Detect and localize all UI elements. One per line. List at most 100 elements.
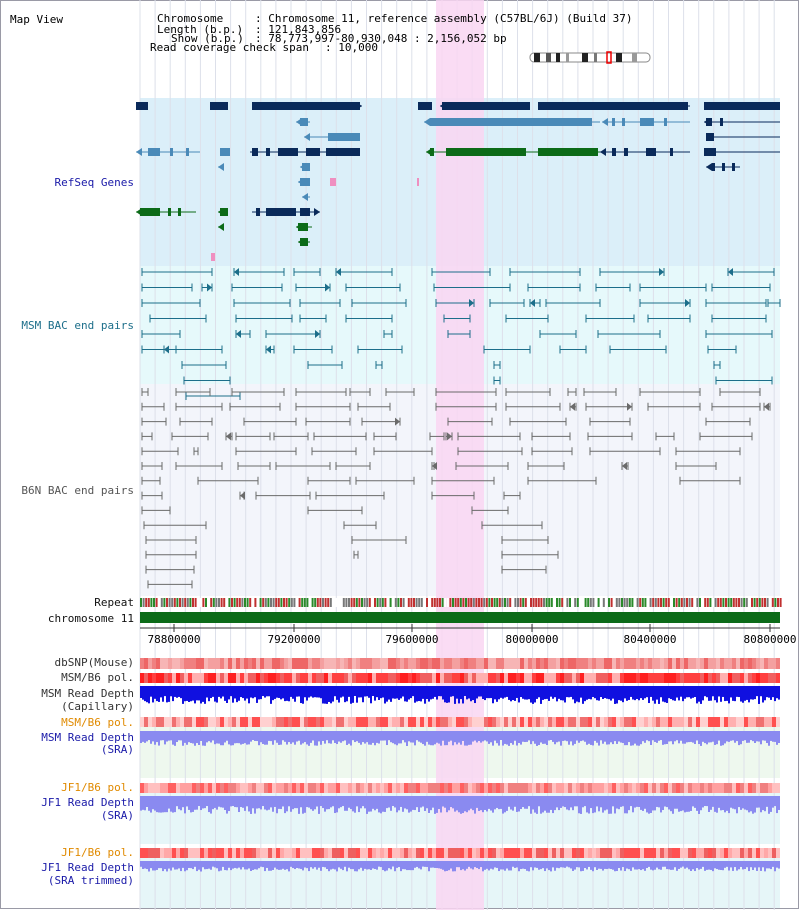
gene-model[interactable] xyxy=(300,163,310,171)
label-jf1-depth-trimmed[interactable]: JF1 Read Depth xyxy=(41,861,134,874)
bac-end-pair[interactable] xyxy=(727,268,775,276)
bac-end-pair[interactable] xyxy=(201,283,213,292)
bac-end-pair[interactable] xyxy=(527,283,581,292)
label-refseq-genes[interactable]: RefSeq Genes xyxy=(55,176,134,189)
bac-end-pair[interactable] xyxy=(313,432,367,441)
gene-model[interactable] xyxy=(252,208,320,216)
bac-end-pair[interactable] xyxy=(527,462,565,470)
bac-end-pair[interactable] xyxy=(183,376,231,385)
bac-end-pair[interactable] xyxy=(639,283,707,292)
gene-model[interactable] xyxy=(424,118,600,126)
bac-end-pair[interactable] xyxy=(235,330,251,338)
bac-end-pair[interactable] xyxy=(705,330,773,338)
bac-end-pair[interactable] xyxy=(711,402,761,411)
label-msm-bac[interactable]: MSM BAC end pairs xyxy=(21,319,134,332)
bac-end-pair[interactable] xyxy=(455,462,509,470)
bac-end-pair[interactable] xyxy=(193,447,199,456)
bac-end-pair[interactable] xyxy=(639,299,691,307)
gene-model[interactable] xyxy=(218,163,224,171)
bac-end-pair[interactable] xyxy=(235,314,293,323)
bac-end-pair[interactable] xyxy=(243,417,297,426)
bac-end-pair[interactable] xyxy=(231,388,285,396)
gene-model[interactable] xyxy=(296,118,310,126)
bac-end-pair[interactable] xyxy=(265,330,321,338)
bac-end-pair[interactable] xyxy=(493,376,501,385)
bac-end-pair[interactable] xyxy=(705,299,767,307)
bac-end-pair[interactable] xyxy=(175,388,211,396)
bac-end-pair[interactable] xyxy=(255,491,311,500)
refseq-genes-track[interactable] xyxy=(136,102,780,261)
bac-end-pair[interactable] xyxy=(597,330,661,338)
bac-end-pair[interactable] xyxy=(229,402,281,411)
bac-end-pair[interactable] xyxy=(141,283,193,292)
bac-end-pair[interactable] xyxy=(559,345,587,354)
bac-end-pair[interactable] xyxy=(275,462,331,470)
bac-end-pair[interactable] xyxy=(349,388,371,396)
bac-end-pair[interactable] xyxy=(647,314,691,323)
bac-end-pair[interactable] xyxy=(489,299,525,307)
gene-model[interactable] xyxy=(704,102,780,110)
bac-end-pair[interactable] xyxy=(237,462,271,470)
bac-end-pair[interactable] xyxy=(141,268,213,276)
bac-end-pair[interactable] xyxy=(509,417,567,426)
gene-model[interactable] xyxy=(218,223,224,231)
bac-end-pair[interactable] xyxy=(699,432,753,441)
bac-end-pair[interactable] xyxy=(675,447,741,456)
gene-model[interactable] xyxy=(704,118,780,126)
bac-end-pair[interactable] xyxy=(545,299,601,307)
bac-end-pair[interactable] xyxy=(447,330,471,338)
bac-end-pair[interactable] xyxy=(501,565,547,574)
bac-end-pair[interactable] xyxy=(141,299,201,307)
gene-model[interactable] xyxy=(298,238,310,246)
bac-end-pair[interactable] xyxy=(503,491,521,500)
gene-model[interactable] xyxy=(220,148,230,156)
bac-end-pair[interactable] xyxy=(585,402,633,411)
bac-end-pair[interactable] xyxy=(355,476,415,485)
bac-end-pair[interactable] xyxy=(163,345,177,354)
bac-end-pair[interactable] xyxy=(501,550,559,559)
label-msm-depth-sra[interactable]: MSM Read Depth xyxy=(41,731,134,744)
gene-model[interactable] xyxy=(218,208,228,216)
bac-end-pair[interactable] xyxy=(335,268,393,276)
bac-end-pair[interactable] xyxy=(235,447,297,456)
bac-end-pair[interactable] xyxy=(715,376,773,385)
bac-end-pair[interactable] xyxy=(307,476,351,485)
bac-end-pair[interactable] xyxy=(763,402,771,411)
bac-end-pair[interactable] xyxy=(233,268,285,276)
bac-end-pair[interactable] xyxy=(175,462,223,470)
bac-end-pair[interactable] xyxy=(265,345,275,354)
bac-end-pair[interactable] xyxy=(295,402,351,411)
bac-end-pair[interactable] xyxy=(647,402,701,411)
bac-end-pair[interactable] xyxy=(197,476,259,485)
bac-end-pair[interactable] xyxy=(589,417,631,426)
bac-end-pair[interactable] xyxy=(373,432,397,441)
bac-end-pair[interactable] xyxy=(141,506,171,515)
selection-highlight[interactable] xyxy=(436,0,484,910)
bac-end-pair[interactable] xyxy=(373,447,433,456)
gene-model[interactable] xyxy=(426,148,600,156)
bac-end-pair[interactable] xyxy=(445,432,453,441)
bac-end-pair[interactable] xyxy=(385,388,415,396)
gene-model[interactable] xyxy=(304,133,360,141)
bac-end-pair[interactable] xyxy=(431,491,475,500)
bac-end-pair[interactable] xyxy=(141,462,163,470)
gene-model[interactable] xyxy=(136,148,200,156)
gene-model[interactable] xyxy=(252,102,362,110)
bac-end-pair[interactable] xyxy=(509,268,581,276)
bac-end-pair[interactable] xyxy=(295,388,347,396)
gene-model[interactable] xyxy=(296,223,312,231)
gene-model[interactable] xyxy=(706,163,740,171)
bac-end-pair[interactable] xyxy=(767,299,781,307)
bac-end-pair[interactable] xyxy=(609,345,667,354)
bac-end-pair[interactable] xyxy=(147,580,193,589)
bac-end-pair[interactable] xyxy=(655,432,675,441)
bac-end-pair[interactable] xyxy=(595,283,631,292)
bac-end-pair[interactable] xyxy=(145,550,197,559)
bac-end-pair[interactable] xyxy=(181,361,227,369)
bac-end-pair[interactable] xyxy=(149,314,207,323)
bac-end-pair[interactable] xyxy=(599,268,665,276)
bac-end-pair[interactable] xyxy=(447,417,493,426)
bac-end-pair[interactable] xyxy=(711,314,767,323)
bac-end-pair[interactable] xyxy=(529,299,541,307)
bac-end-pair[interactable] xyxy=(539,330,577,338)
